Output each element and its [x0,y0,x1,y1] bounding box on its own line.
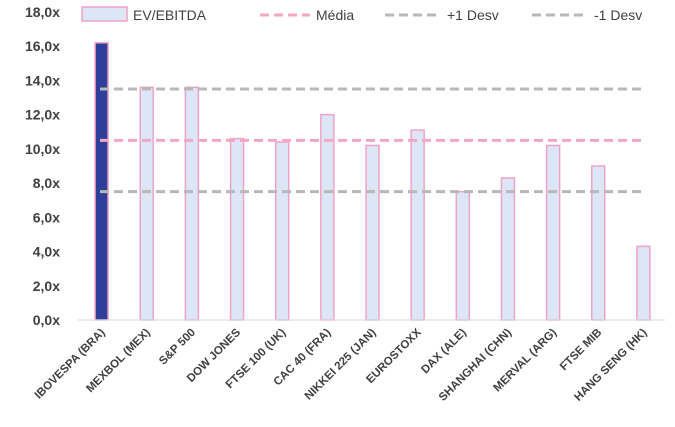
y-tick-label: 16,0x [25,38,60,54]
y-axis-ticks: 0,0x 2,0x 4,0x 6,0x 8,0x 10,0x 12,0x 14,0x 16,0x… [25,4,60,328]
legend-swatch-ev-ebitda [81,6,128,22]
y-tick-label: 8,0x [33,175,60,191]
y-tick-label: 12,0x [25,107,60,123]
legend: EV/EBITDA Média +1 Desv -1 Desv [81,6,642,23]
bar-5 [320,113,335,321]
legend-label-reference-2: -1 Desv [594,7,642,23]
y-tick-label: 14,0x [25,72,60,88]
bar-10 [545,144,561,321]
y-tick-label: 18,0x [25,4,60,20]
y-tick-label: 6,0x [33,209,60,225]
legend-label-ev-ebitda: EV/EBITDA [133,7,207,23]
bar-9 [500,177,516,321]
bar-1 [139,86,154,321]
bar-0 [94,42,109,321]
bar-4 [274,141,290,321]
bar-12 [636,245,651,321]
legend-label-reference-0: Média [316,7,354,23]
y-tick-label: 4,0x [33,244,60,260]
bar-7 [410,129,425,321]
legend-label-reference-1: +1 Desv [447,7,499,23]
bar-11 [591,165,606,321]
bar-6 [365,144,380,321]
bar-8 [455,190,471,321]
x-tick-label: DAX (ALE) [419,327,469,377]
bar-3 [229,137,245,321]
reference-lines-overlay [100,87,645,194]
x-tick-label: FTSE MIB [558,327,604,373]
y-tick-label: 2,0x [33,278,60,294]
bars [94,42,651,321]
bar-2 [184,86,200,321]
y-tick-label: 0,0x [33,312,60,328]
x-tick-label: S&P 500 [157,327,198,368]
y-tick-label: 10,0x [25,141,60,157]
